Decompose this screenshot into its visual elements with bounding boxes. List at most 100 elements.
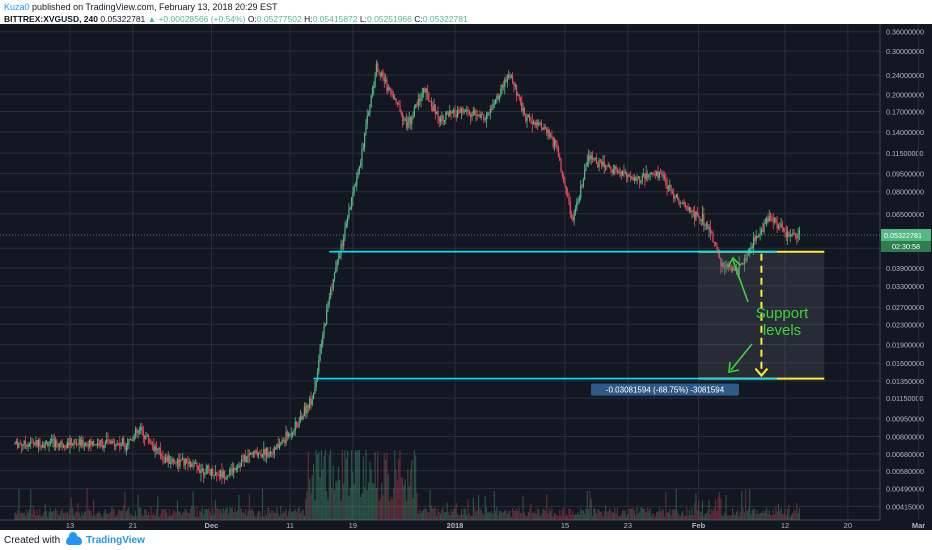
volume-bar [95,513,97,520]
candle-body [24,440,27,445]
volume-bar [530,503,532,520]
volume-bar [480,509,482,520]
symbol-line: BITTREX:XVGUSD, 240 0.05322781 ▲ +0.0002… [4,14,468,24]
annotation-arrow-down [730,343,753,371]
candle-body [52,438,54,440]
volume-bar [653,514,655,520]
volume-bar [601,511,603,520]
volume-bar [66,511,68,520]
candle-body [86,443,88,445]
candle-body [302,416,304,420]
candle-body [707,224,709,229]
candle-body [551,135,553,138]
candle-body [27,445,29,448]
volume-bar [323,455,325,520]
volume-bar [580,508,582,520]
volume-bar [578,514,581,520]
volume-bar [560,515,562,520]
tradingview-logo[interactable]: TradingView [66,532,145,546]
candle-body [158,447,160,450]
volume-bar [290,512,292,520]
candle-body [112,440,114,442]
candle-body [277,444,279,448]
price-change: +0.00028566 (+0.54%) [158,14,246,24]
volume-bar [285,508,287,520]
candle-body [272,452,274,455]
candle-body [475,114,477,116]
volume-bar [488,511,490,520]
volume-bar [69,508,71,520]
volume-bar [137,494,139,520]
candle-body [416,104,418,106]
volume-bar [286,516,288,520]
annotation-text: levels [763,322,801,339]
last-price: 0.05322781 [100,14,146,24]
volume-bar [481,513,484,520]
volume-bar [57,513,59,520]
volume-bar [479,507,481,520]
volume-bar [341,450,343,520]
candle-body [189,461,192,468]
candle-body [438,117,440,122]
y-tick-label: 0.17000000 [886,108,924,117]
candle-body [398,103,400,105]
volume-bar [298,507,300,520]
candle-body [780,223,782,227]
candle-body [199,469,201,474]
candle-body [202,468,205,476]
candle-body [415,104,417,108]
measure-label-box [591,383,739,396]
volume-bar [238,494,240,520]
candle-body [166,457,168,462]
candle-body [738,263,740,275]
candle-body [14,442,16,444]
candle-body [763,223,765,232]
volume-bar [77,503,79,520]
candle-body [682,202,684,204]
volume-bar [365,450,367,520]
volume-bar [195,516,197,520]
candle-body [193,462,196,464]
volume-bar [563,507,565,520]
volume-bar [506,513,508,520]
open-label: O: [247,14,257,24]
candle-body [492,103,494,110]
x-tick-label: 11 [286,521,294,530]
candle-body [797,233,799,239]
volume-bar [532,512,535,520]
candle-body [730,267,732,271]
y-tick-label: 0.02700000 [886,303,924,312]
candle-body [357,171,359,178]
candle-body [184,458,186,466]
candle-body [756,235,759,238]
candle-body [339,255,341,259]
candle-body [303,406,306,417]
candle-body [788,232,790,237]
close-label: C: [414,14,423,24]
author-name[interactable]: Kuza0 [4,2,30,12]
candle-body [582,179,584,187]
candle-body [250,452,252,455]
volume-bar [100,515,103,520]
volume-bar [136,516,138,520]
volume-bar [620,514,622,520]
volume-bar [726,515,728,520]
candle-body [44,442,46,448]
price-chart[interactable]: 0.36000000 0.30000000 0.24000000 0.20000000… [0,24,932,530]
candle-body [365,124,367,134]
candle-body [787,232,789,238]
candle-body [182,458,184,461]
volume-bar [628,508,630,520]
candle-body [648,175,650,178]
candle-body [618,171,620,174]
candle-body [399,104,401,112]
candle-body [32,441,34,445]
candle-body [381,71,383,76]
volume-bar [366,490,368,520]
candle-body [517,94,519,96]
candle-body [586,161,588,167]
candle-body [332,279,334,290]
candle-body [116,442,118,446]
candle-body [636,178,638,181]
volume-bar [96,513,99,520]
